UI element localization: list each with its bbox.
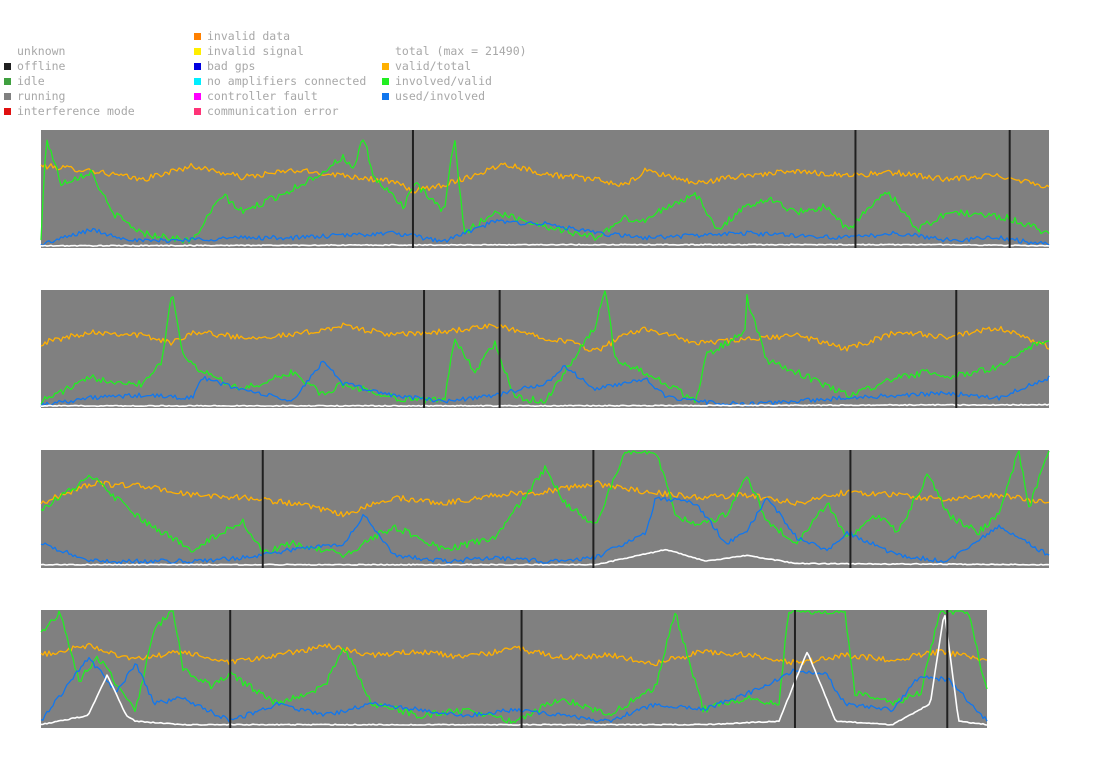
legend-label: bad gps — [207, 59, 256, 73]
legend-swatch — [4, 63, 11, 70]
series-valid-total — [40, 480, 1050, 518]
series-used-involved — [40, 496, 1050, 565]
legend-label: running — [17, 89, 66, 103]
series-involved-valid — [40, 139, 1050, 244]
series-total — [40, 548, 1050, 566]
legend-swatch — [194, 63, 201, 70]
panel-background — [41, 610, 987, 728]
legend-swatch — [194, 108, 201, 115]
series-used-involved — [40, 219, 1050, 247]
series-valid-total — [40, 162, 1050, 194]
legend-label: idle — [17, 74, 45, 88]
series-valid-total — [40, 322, 1050, 352]
legend-swatch — [382, 63, 389, 70]
legend-label: invalid data — [207, 29, 291, 43]
legend-swatch — [4, 108, 11, 115]
legend-swatch — [4, 93, 11, 100]
series-involved-valid — [40, 290, 1050, 405]
legend-swatch — [382, 78, 389, 85]
legend-swatch — [382, 48, 389, 55]
series-used-involved — [40, 360, 1050, 408]
panel-background — [41, 450, 1049, 568]
legend-swatch — [4, 78, 11, 85]
legend-swatch — [194, 78, 201, 85]
legend-label: invalid signal — [207, 44, 304, 58]
legend-label: controller fault — [207, 89, 318, 103]
series-involved-valid — [40, 450, 1050, 559]
series-used-involved — [40, 656, 988, 723]
legend-label: no amplifiers connected — [207, 74, 367, 88]
panel-background — [41, 290, 1049, 408]
legend-label: offline — [17, 59, 66, 73]
legend-label: used/involved — [395, 89, 486, 103]
legend-swatch — [194, 93, 201, 100]
legend-label: communication error — [207, 104, 339, 118]
chart-panel-4 — [40, 610, 988, 728]
panel-background — [41, 130, 1049, 248]
legend-label: total (max = 21490) — [395, 44, 527, 58]
chart-panel-3 — [40, 450, 1050, 568]
legend-label: involved/valid — [395, 74, 492, 88]
series-valid-total — [40, 642, 988, 667]
series-total — [40, 614, 988, 726]
chart-panel-2 — [40, 290, 1050, 408]
legend-label: interference mode — [17, 104, 135, 118]
series-involved-valid — [40, 610, 988, 724]
series-total — [40, 243, 1050, 247]
legend-swatch — [194, 33, 201, 40]
legend-label: unknown — [17, 44, 66, 58]
chart-panel-1 — [40, 130, 1050, 248]
legend-label: valid/total — [395, 59, 472, 73]
legend-swatch — [194, 48, 201, 55]
legend-swatch — [4, 48, 11, 55]
legend-swatch — [382, 93, 389, 100]
series-total — [41, 403, 1050, 408]
